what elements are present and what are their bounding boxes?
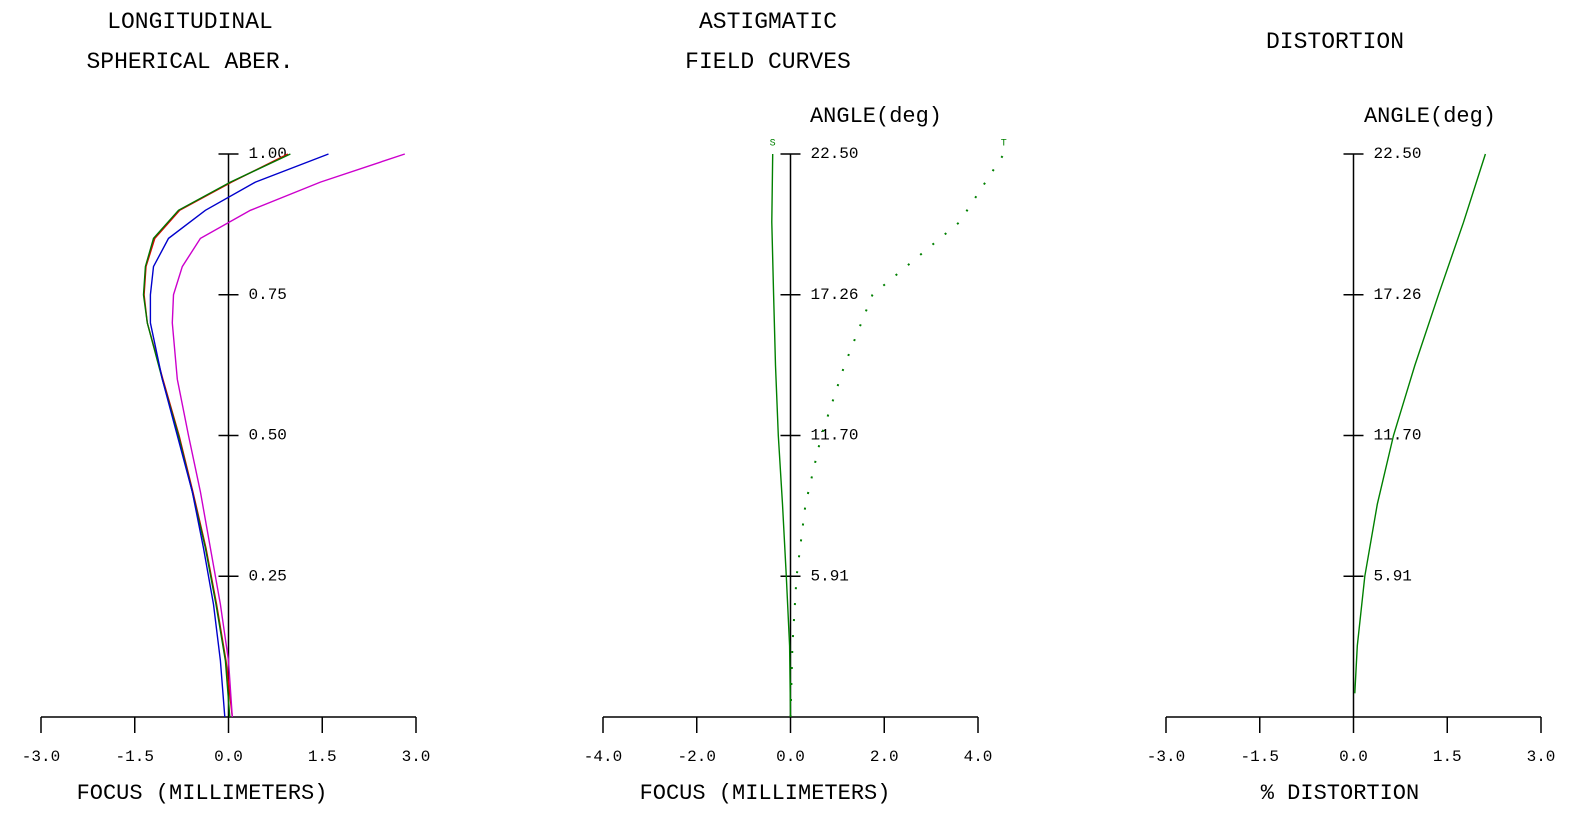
x-tick-label: 1.5: [308, 748, 337, 766]
y-tick-label: 0.75: [249, 286, 287, 304]
x-tick-label: 0.0: [776, 748, 805, 766]
x-tick-label: 2.0: [870, 748, 899, 766]
chart-title: LONGITUDINAL: [107, 9, 273, 35]
y-tick-label: 1.00: [249, 145, 287, 163]
chart-title: DISTORTION: [1266, 29, 1404, 55]
x-tick-label: 0.0: [1339, 748, 1368, 766]
data-line: [149, 153, 329, 718]
data-line: [771, 153, 792, 718]
x-tick-label: -4.0: [584, 748, 622, 766]
x-tick-label: -3.0: [1147, 748, 1185, 766]
x-axis-label: FOCUS (MILLIMETERS): [640, 781, 891, 806]
y-tick-label: 5.91: [811, 568, 849, 586]
x-tick-label: 4.0: [964, 748, 993, 766]
chart-title: SPHERICAL ABER.: [86, 49, 293, 75]
x-tick-label: 3.0: [1527, 748, 1556, 766]
y-axis-label: ANGLE(deg): [1364, 104, 1496, 129]
data-line: [1354, 153, 1487, 694]
data-line: [171, 153, 406, 718]
x-axis-label: % DISTORTION: [1261, 781, 1419, 806]
chart-title: ASTIGMATIC: [699, 9, 837, 35]
x-tick-label: 0.0: [214, 748, 243, 766]
x-axis-label: FOCUS (MILLIMETERS): [77, 781, 328, 806]
x-tick-label: 1.5: [1433, 748, 1462, 766]
x-tick-label: -3.0: [22, 748, 60, 766]
y-tick-label: 5.91: [1374, 568, 1412, 586]
x-tick-label: -1.5: [116, 748, 154, 766]
y-tick-label: 17.26: [811, 286, 859, 304]
y-tick-label: 17.26: [1374, 286, 1422, 304]
chart-title: FIELD CURVES: [685, 49, 851, 75]
series-label: S: [770, 139, 776, 150]
y-tick-label: 0.25: [249, 567, 287, 585]
y-axis-label: ANGLE(deg): [810, 104, 942, 129]
y-tick-label: 0.50: [249, 427, 287, 445]
data-line: [142, 153, 291, 718]
y-tick-label: 22.50: [811, 145, 859, 163]
y-tick-label: 11.70: [1374, 427, 1422, 445]
y-tick-label: 22.50: [1374, 145, 1422, 163]
y-tick-label: 11.70: [811, 427, 859, 445]
x-tick-label: 3.0: [402, 748, 431, 766]
series-label: T: [1001, 139, 1007, 150]
x-tick-label: -2.0: [678, 748, 716, 766]
x-tick-label: -1.5: [1241, 748, 1279, 766]
